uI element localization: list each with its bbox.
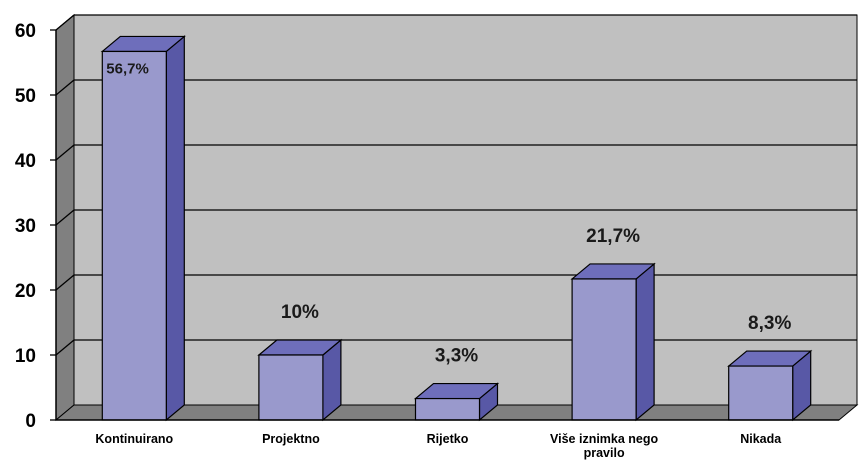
data-label: 21,7% — [586, 226, 640, 247]
bar — [100, 35, 186, 422]
bar — [727, 349, 813, 422]
x-tick-label: Više iznimka nego pravilo — [550, 432, 659, 460]
bar-side — [635, 262, 655, 422]
y-tick-label: 60 — [15, 21, 36, 42]
x-tick-label: Projektno — [262, 432, 320, 446]
bar-front — [101, 50, 167, 421]
x-tick-label: Kontinuirano — [95, 432, 173, 446]
bar — [413, 382, 500, 422]
gridline-side — [55, 274, 75, 291]
x-tick-label: Rijetko — [427, 432, 469, 446]
y-tick-label: 10 — [15, 346, 36, 367]
gridline-side — [55, 339, 75, 356]
data-label: 8,3% — [748, 313, 791, 334]
y-tick-label: 30 — [15, 216, 36, 237]
bar — [570, 262, 656, 422]
gridline-side — [55, 79, 75, 96]
bar-front — [571, 278, 637, 421]
y-tick-label: 0 — [25, 411, 36, 432]
bar-front — [414, 397, 481, 421]
y-tick-label: 40 — [15, 151, 36, 172]
gridline-side — [55, 14, 75, 31]
gridline-side — [55, 209, 75, 226]
x-tick-label: Nikada — [740, 432, 782, 446]
bar-front — [728, 365, 794, 421]
bar — [257, 338, 343, 422]
bar-front — [258, 354, 324, 421]
y-tick-label: 20 — [15, 281, 36, 302]
data-label: 10% — [281, 302, 319, 323]
gridline-side — [55, 144, 75, 161]
data-label: 56,7% — [106, 60, 149, 77]
bar-side — [165, 35, 185, 422]
data-label: 3,3% — [435, 346, 478, 367]
y-tick-label: 50 — [15, 86, 36, 107]
